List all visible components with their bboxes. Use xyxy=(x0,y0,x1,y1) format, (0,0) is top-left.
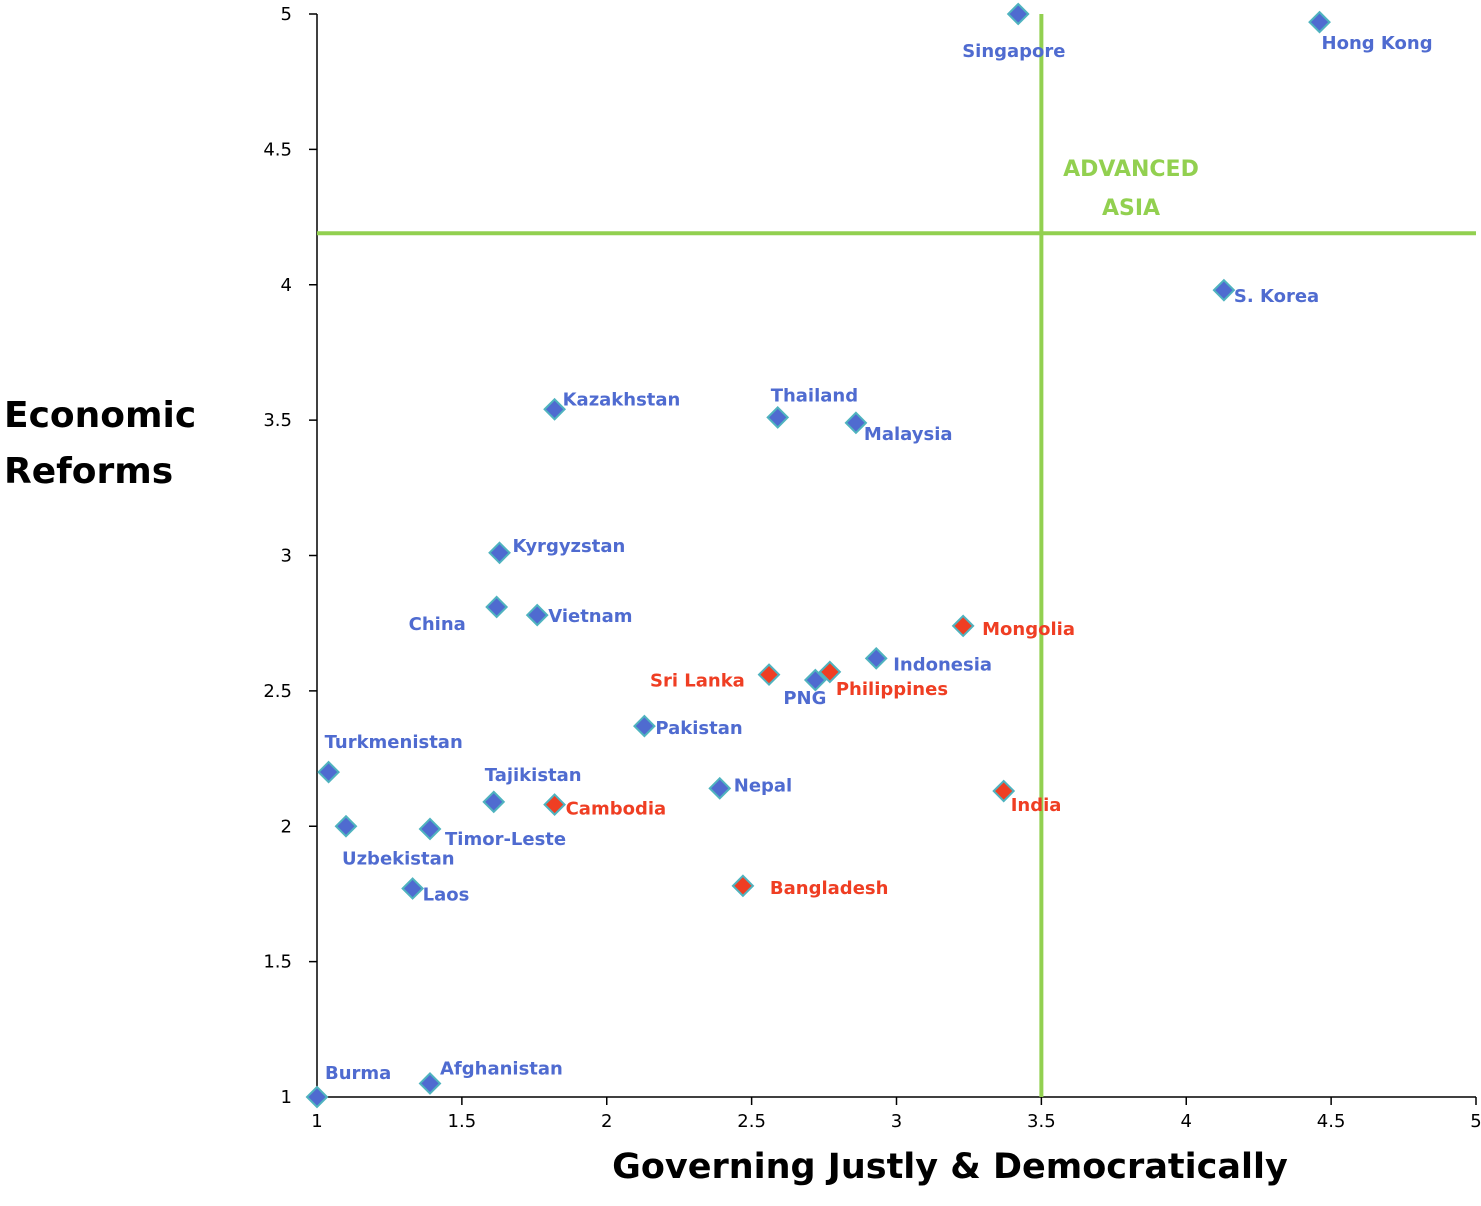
x-tick-label: 1.5 xyxy=(448,1111,477,1132)
y-tick-label: 3.5 xyxy=(263,410,292,431)
data-point-label: Bangladesh xyxy=(770,878,889,899)
data-point-label: Thailand xyxy=(771,385,858,406)
x-axis-title: Governing Justly & Democratically xyxy=(612,1147,1288,1187)
x-tick-label: 2.5 xyxy=(737,1111,766,1132)
data-point-label: Hong Kong xyxy=(1322,33,1433,54)
x-tick-label: 4.5 xyxy=(1317,1111,1346,1132)
data-point-label: Singapore xyxy=(962,41,1065,62)
data-point xyxy=(305,1085,329,1109)
data-point-label: Burma xyxy=(325,1063,391,1084)
y-tick-label: 1 xyxy=(281,1087,292,1108)
x-tick-label: 3 xyxy=(891,1111,902,1132)
data-point-label: Malaysia xyxy=(864,424,953,445)
data-point xyxy=(418,817,442,841)
data-point xyxy=(992,779,1016,803)
data-point-label: Philippines xyxy=(836,679,948,700)
data-point-label: Sri Lanka xyxy=(650,671,745,692)
y-axis-title: Economic Reforms xyxy=(4,395,197,492)
y-tick-label: 3 xyxy=(281,546,292,567)
data-point-label: Afghanistan xyxy=(440,1058,563,1079)
data-point xyxy=(418,1072,442,1095)
data-point-label: Kazakhstan xyxy=(563,389,681,410)
data-point xyxy=(1006,2,1030,26)
data-point xyxy=(757,663,781,687)
data-point-label: Tajikistan xyxy=(485,765,582,786)
data-point-label: Laos xyxy=(423,885,470,906)
y-tick-label: 4.5 xyxy=(263,139,292,160)
data-point xyxy=(818,660,842,684)
data-point-label: Mongolia xyxy=(982,619,1075,640)
data-point-label: Uzbekistan xyxy=(342,848,455,869)
data-point-label: China xyxy=(409,614,466,635)
data-point xyxy=(488,541,511,565)
data-point-label: Kyrgyzstan xyxy=(513,536,626,557)
data-point-label: Nepal xyxy=(734,775,792,796)
data-point xyxy=(803,668,827,692)
quadrant-label: ADVANCED ASIA xyxy=(1063,157,1199,221)
data-point-label: S. Korea xyxy=(1234,286,1319,307)
data-point xyxy=(864,646,888,670)
data-point-label: Timor-Leste xyxy=(445,829,566,850)
data-point-label: Cambodia xyxy=(566,799,667,820)
x-tick-label: 1 xyxy=(311,1111,322,1132)
data-point xyxy=(482,790,506,814)
x-tick-label: 4 xyxy=(1181,1111,1192,1132)
data-point xyxy=(951,614,975,638)
data-point-label: Turkmenistan xyxy=(325,732,463,753)
data-point-label: PNG xyxy=(783,688,826,709)
x-tick-label: 3.5 xyxy=(1027,1111,1056,1132)
y-tick-label: 2.5 xyxy=(263,681,292,702)
x-tick-label: 5 xyxy=(1470,1111,1481,1132)
y-tick-label: 5 xyxy=(281,4,292,25)
data-point xyxy=(543,793,567,817)
data-point xyxy=(1308,10,1331,34)
data-point xyxy=(844,411,868,435)
data-point xyxy=(317,760,341,784)
data-point xyxy=(766,406,790,429)
y-tick-label: 4 xyxy=(281,275,292,296)
data-point-label: Pakistan xyxy=(655,718,742,739)
data-point xyxy=(543,397,567,421)
y-tick-label: 1.5 xyxy=(263,952,292,973)
y-tick-label: 2 xyxy=(281,816,292,837)
data-point xyxy=(334,814,358,838)
data-point xyxy=(1212,278,1236,302)
data-point-label: Vietnam xyxy=(548,606,632,627)
data-point xyxy=(633,714,656,738)
data-point xyxy=(401,877,425,900)
x-tick-label: 2 xyxy=(601,1111,612,1132)
data-point xyxy=(485,595,509,619)
data-point xyxy=(708,776,732,800)
data-point-label: India xyxy=(1011,795,1062,816)
data-point xyxy=(731,874,755,898)
data-point xyxy=(525,603,549,627)
data-point-label: Indonesia xyxy=(893,654,992,675)
